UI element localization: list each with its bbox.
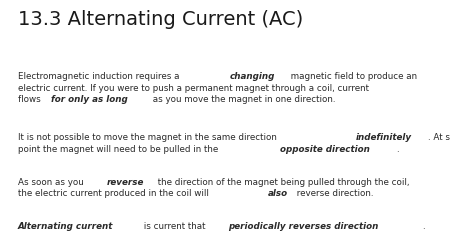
Text: is current that: is current that xyxy=(141,221,208,230)
Text: electric current. If you were to push a permanent magnet through a coil, current: electric current. If you were to push a … xyxy=(18,83,369,92)
Text: the direction of the magnet being pulled through the coil,: the direction of the magnet being pulled… xyxy=(155,177,409,186)
Text: As soon as you: As soon as you xyxy=(18,177,86,186)
Text: .: . xyxy=(422,221,424,230)
Text: reverse: reverse xyxy=(106,177,144,186)
Text: 13.3 Alternating Current (AC): 13.3 Alternating Current (AC) xyxy=(18,10,303,29)
Text: for only as long: for only as long xyxy=(51,94,128,104)
Text: periodically reverses direction: periodically reverses direction xyxy=(228,221,378,230)
Text: changing: changing xyxy=(230,72,275,81)
Text: also: also xyxy=(268,189,288,198)
Text: the electric current produced in the coil will: the electric current produced in the coi… xyxy=(18,189,212,198)
Text: reverse direction.: reverse direction. xyxy=(294,189,374,198)
Text: indefinitely: indefinitely xyxy=(356,133,412,141)
Text: Electromagnetic induction requires a: Electromagnetic induction requires a xyxy=(18,72,182,81)
Text: flows: flows xyxy=(18,94,44,104)
Text: . At some: . At some xyxy=(428,133,450,141)
Text: magnetic field to produce an: magnetic field to produce an xyxy=(288,72,418,81)
Text: It is not possible to move the magnet in the same direction: It is not possible to move the magnet in… xyxy=(18,133,279,141)
Text: as you move the magnet in one direction.: as you move the magnet in one direction. xyxy=(150,94,335,104)
Text: .: . xyxy=(396,144,399,153)
Text: Alternating current: Alternating current xyxy=(18,221,113,230)
Text: point the magnet will need to be pulled in the: point the magnet will need to be pulled … xyxy=(18,144,221,153)
Text: opposite direction: opposite direction xyxy=(280,144,370,153)
